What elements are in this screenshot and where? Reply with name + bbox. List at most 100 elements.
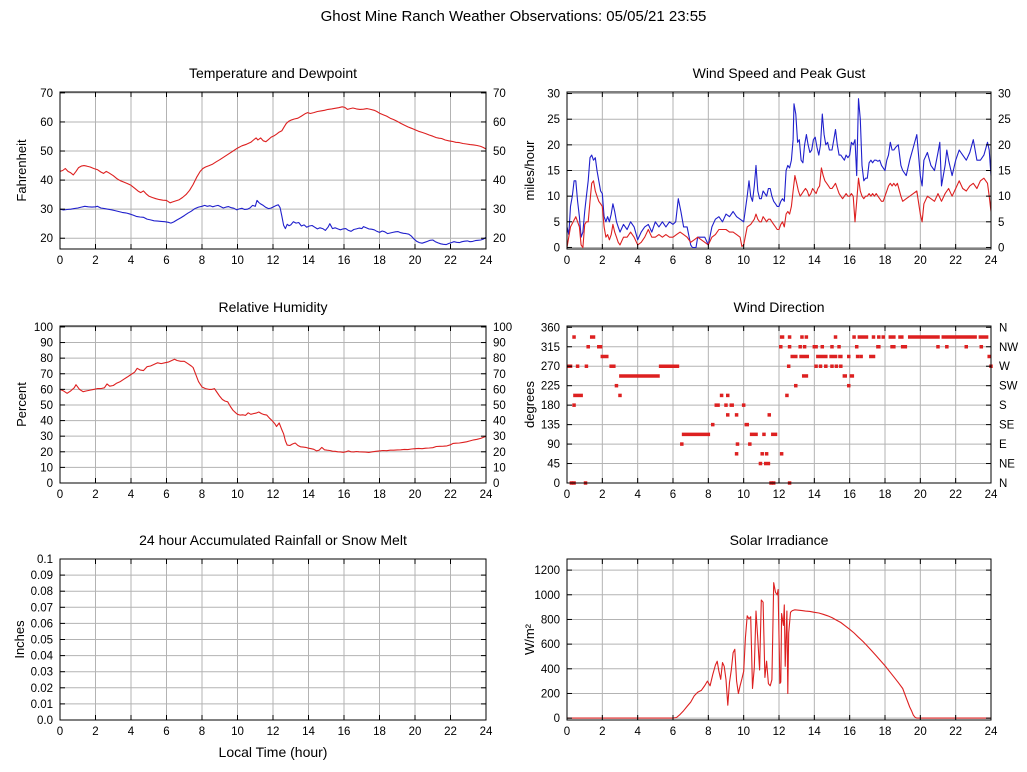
svg-text:18: 18	[373, 726, 386, 738]
svg-text:N: N	[999, 322, 1007, 334]
svg-text:12: 12	[267, 255, 280, 267]
svg-text:0.07: 0.07	[31, 602, 53, 614]
svg-text:18: 18	[879, 255, 892, 267]
svg-text:1200: 1200	[534, 565, 560, 577]
svg-text:2: 2	[92, 726, 98, 738]
svg-text:2: 2	[92, 255, 98, 267]
svg-text:25: 25	[998, 114, 1011, 126]
svg-text:12: 12	[773, 726, 786, 738]
page-title: Ghost Mine Ranch Weather Observations: 0…	[320, 8, 707, 25]
svg-text:0.06: 0.06	[31, 618, 53, 630]
svg-text:22: 22	[949, 255, 962, 267]
svg-text:20: 20	[547, 140, 560, 152]
svg-text:NW: NW	[999, 342, 1018, 354]
svg-text:50: 50	[40, 146, 53, 158]
svg-text:135: 135	[541, 420, 560, 432]
svg-text:90: 90	[547, 439, 560, 451]
svg-text:6: 6	[670, 489, 676, 501]
svg-text:N: N	[999, 478, 1007, 490]
svg-text:8: 8	[199, 255, 205, 267]
svg-text:20: 20	[409, 255, 422, 267]
svg-text:20: 20	[40, 447, 53, 459]
svg-text:16: 16	[843, 726, 856, 738]
svg-text:22: 22	[949, 489, 962, 501]
svg-text:4: 4	[128, 726, 135, 738]
svg-text:4: 4	[634, 255, 641, 267]
svg-text:0.09: 0.09	[31, 570, 53, 582]
svg-text:NE: NE	[999, 459, 1015, 471]
svg-text:15: 15	[547, 166, 560, 178]
svg-text:2: 2	[599, 255, 605, 267]
svg-text:0: 0	[564, 489, 570, 501]
svg-text:100: 100	[493, 322, 512, 334]
svg-text:12: 12	[773, 255, 786, 267]
svg-text:W: W	[999, 361, 1010, 373]
svg-text:24 hour Accumulated Rainfall o: 24 hour Accumulated Rainfall or Snow Mel…	[139, 532, 407, 548]
chart-solar-irradiance: 0 2 4 6 8 10 12 14 16 18 20 22 240200400600800100012…	[522, 532, 998, 738]
svg-text:0: 0	[57, 255, 63, 267]
svg-text:40: 40	[493, 416, 506, 428]
svg-text:Relative Humidity: Relative Humidity	[219, 299, 328, 315]
svg-text:0.08: 0.08	[31, 586, 53, 598]
svg-text:22: 22	[949, 726, 962, 738]
svg-text:25: 25	[547, 114, 560, 126]
svg-text:40: 40	[493, 175, 506, 187]
svg-text:16: 16	[843, 489, 856, 501]
svg-text:22: 22	[444, 726, 457, 738]
svg-text:2: 2	[599, 726, 605, 738]
svg-text:50: 50	[493, 400, 506, 412]
svg-text:6: 6	[670, 255, 676, 267]
svg-text:0: 0	[493, 478, 499, 490]
svg-text:0.05: 0.05	[31, 635, 53, 647]
svg-text:30: 30	[493, 204, 506, 216]
svg-text:6: 6	[163, 489, 169, 501]
svg-text:0: 0	[998, 242, 1004, 254]
svg-text:20: 20	[914, 489, 927, 501]
svg-text:degrees: degrees	[522, 381, 537, 428]
svg-text:30: 30	[998, 89, 1011, 101]
svg-text:6: 6	[163, 726, 169, 738]
svg-text:Percent: Percent	[14, 382, 29, 427]
svg-text:10: 10	[40, 462, 53, 474]
svg-text:6: 6	[670, 726, 676, 738]
svg-text:24: 24	[480, 726, 493, 738]
svg-text:14: 14	[808, 255, 821, 267]
svg-text:Temperature and Dewpoint: Temperature and Dewpoint	[189, 65, 357, 81]
svg-text:6: 6	[163, 255, 169, 267]
svg-text:90: 90	[40, 338, 53, 350]
svg-text:50: 50	[493, 146, 506, 158]
svg-text:20: 20	[40, 233, 53, 245]
svg-text:60: 60	[40, 117, 53, 129]
svg-text:S: S	[999, 400, 1007, 412]
svg-text:20: 20	[998, 140, 1011, 152]
svg-text:0: 0	[554, 478, 560, 490]
svg-text:8: 8	[705, 255, 711, 267]
svg-text:70: 70	[40, 369, 53, 381]
svg-text:16: 16	[338, 255, 351, 267]
svg-text:0.03: 0.03	[31, 667, 53, 679]
svg-text:50: 50	[40, 400, 53, 412]
svg-text:18: 18	[879, 726, 892, 738]
svg-text:70: 70	[40, 88, 53, 100]
svg-text:Inches: Inches	[12, 620, 27, 659]
svg-text:8: 8	[705, 726, 711, 738]
svg-text:W/m²: W/m²	[522, 623, 537, 655]
svg-text:15: 15	[998, 166, 1011, 178]
svg-text:90: 90	[493, 338, 506, 350]
svg-text:14: 14	[302, 726, 315, 738]
svg-text:12: 12	[267, 726, 280, 738]
svg-text:0.04: 0.04	[31, 651, 54, 663]
svg-text:12: 12	[773, 489, 786, 501]
svg-text:10: 10	[998, 191, 1011, 203]
svg-text:Wind Speed and Peak Gust: Wind Speed and Peak Gust	[693, 65, 866, 81]
svg-text:2: 2	[92, 489, 98, 501]
svg-text:24: 24	[480, 255, 493, 267]
svg-text:0.02: 0.02	[31, 683, 53, 695]
svg-text:24: 24	[480, 489, 493, 501]
svg-text:Solar Irradiance: Solar Irradiance	[730, 532, 829, 548]
svg-text:Local Time (hour): Local Time (hour)	[219, 744, 328, 760]
svg-text:10: 10	[737, 726, 750, 738]
svg-text:8: 8	[199, 726, 205, 738]
